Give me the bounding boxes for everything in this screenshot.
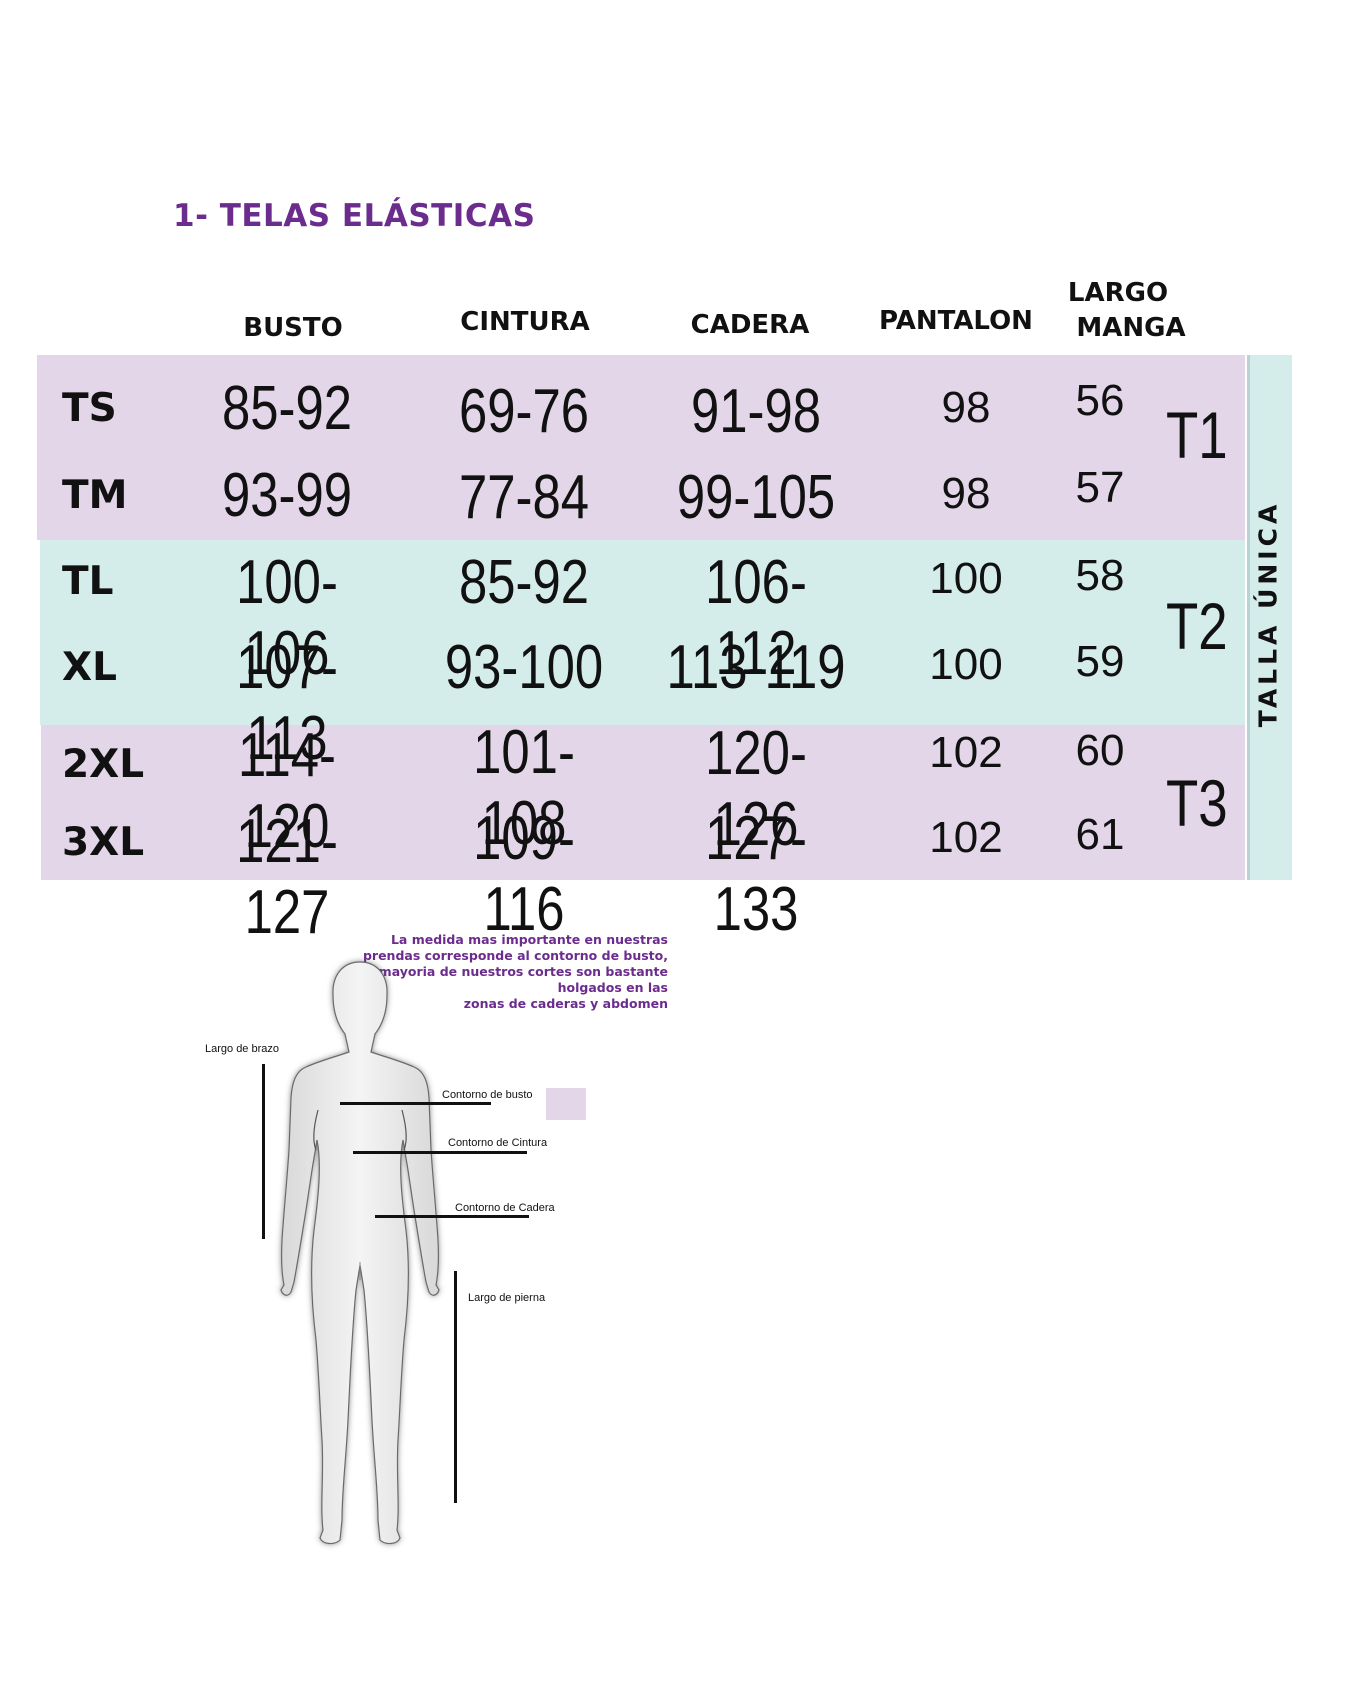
cadera-value: 127-133 xyxy=(705,804,807,944)
leg-length-line xyxy=(454,1271,457,1503)
band-t1 xyxy=(37,355,1245,540)
talla-unica-bar xyxy=(1247,355,1292,880)
manga-value: 58 xyxy=(1075,551,1125,600)
pantalon-value: 98 xyxy=(941,469,991,518)
cadera-value: 106-112 xyxy=(705,548,807,688)
measurement-note: La medida mas importante en nuestras pre… xyxy=(308,932,668,1012)
note-line: holgados en las xyxy=(557,980,668,995)
header-largo: LARGO xyxy=(1067,278,1169,308)
cintura-value: 93-100 xyxy=(444,633,604,702)
size-label: 3XL xyxy=(62,820,145,865)
size-label: TL xyxy=(62,559,114,604)
size-label: TS xyxy=(62,386,117,431)
size-label: XL xyxy=(62,645,117,690)
bust-line xyxy=(340,1102,491,1105)
waist-label: Contorno de Cintura xyxy=(448,1137,548,1149)
arm-length-label: Largo de brazo xyxy=(205,1043,279,1055)
busto-value: 100-106 xyxy=(236,548,338,688)
body-detail-line xyxy=(401,1109,407,1151)
manga-value: 56 xyxy=(1075,376,1125,425)
manga-value: 60 xyxy=(1075,726,1125,775)
manga-value: 61 xyxy=(1075,810,1125,859)
cadera-value: 99-105 xyxy=(676,463,836,532)
busto-value: 93-99 xyxy=(221,461,353,530)
note-line: prendas corresponde al contorno de busto… xyxy=(362,948,668,963)
busto-value: 85-92 xyxy=(221,374,353,443)
header-manga: MANGA xyxy=(1076,313,1186,343)
band-t3 xyxy=(41,725,1245,880)
bust-color-swatch xyxy=(546,1088,586,1120)
cintura-value: 109-116 xyxy=(473,804,575,944)
leg-length-label: Largo de pierna xyxy=(468,1292,546,1304)
note-line: La medida mas importante en nuestras xyxy=(390,932,668,947)
manga-value: 59 xyxy=(1075,637,1125,686)
cintura-value: 69-76 xyxy=(458,377,590,446)
pantalon-value: 100 xyxy=(929,554,1003,603)
waist-line xyxy=(353,1151,527,1154)
pantalon-value: 98 xyxy=(941,383,991,432)
cadera-value: 113-119 xyxy=(666,633,846,702)
manga-value: 57 xyxy=(1075,463,1125,512)
body-detail-line xyxy=(313,1109,319,1151)
body-outline xyxy=(280,961,440,1545)
note-line: zonas de caderas y abdomen xyxy=(463,996,668,1011)
cadera-value: 91-98 xyxy=(690,377,822,446)
header-busto: BUSTO xyxy=(243,313,343,343)
pantalon-value: 102 xyxy=(929,813,1003,862)
band-t2 xyxy=(40,540,1245,725)
arm-length-line xyxy=(262,1064,265,1239)
cintura-value: 77-84 xyxy=(458,463,590,532)
header-cadera: CADERA xyxy=(690,310,810,340)
group-t2: T2 xyxy=(1166,589,1228,663)
pantalon-value: 102 xyxy=(929,728,1003,777)
cintura-value: 85-92 xyxy=(458,548,590,617)
cadera-value: 120-126 xyxy=(705,719,807,859)
header-pantalon: PANTALON xyxy=(879,306,1033,336)
size-label: TM xyxy=(62,473,128,518)
hip-label: Contorno de Cadera xyxy=(455,1202,555,1214)
hip-line xyxy=(375,1215,529,1218)
group-t3: T3 xyxy=(1166,766,1228,840)
bust-label: Contorno de busto xyxy=(442,1089,533,1101)
note-line: la mayoria de nuestros cortes son bastan… xyxy=(361,964,668,979)
busto-value: 121-127 xyxy=(236,807,338,947)
section-title: 1- TELAS ELÁSTICAS xyxy=(173,198,536,234)
pantalon-value: 100 xyxy=(929,640,1003,689)
header-cintura: CINTURA xyxy=(460,307,590,337)
size-label: 2XL xyxy=(62,742,145,787)
group-t1: T1 xyxy=(1166,398,1228,472)
busto-value: 114-120 xyxy=(238,721,336,861)
busto-value: 107-113 xyxy=(236,633,338,773)
cintura-value: 101-108 xyxy=(473,718,575,858)
